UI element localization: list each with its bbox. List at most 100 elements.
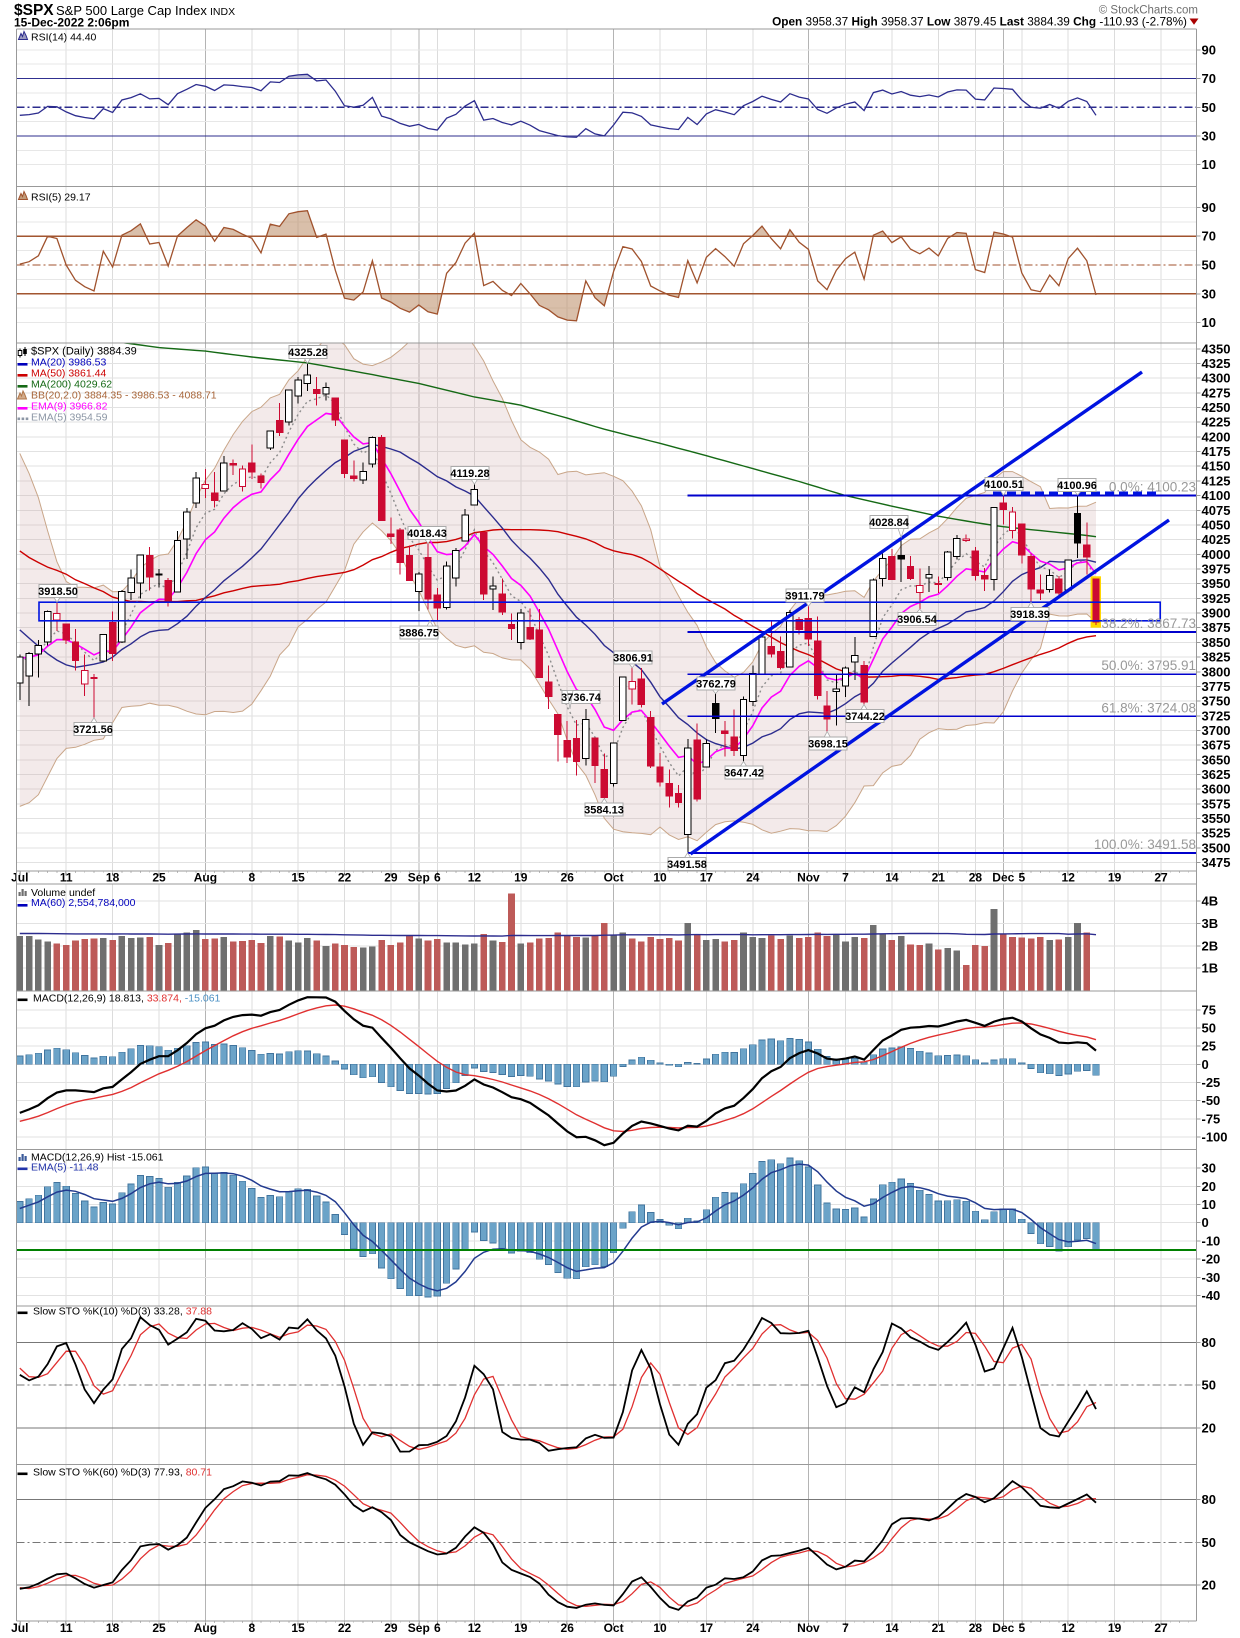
svg-text:3900: 3900 — [1202, 606, 1231, 621]
svg-text:50: 50 — [1202, 1535, 1216, 1550]
svg-text:© StockCharts.com: © StockCharts.com — [1099, 5, 1198, 17]
svg-text:Aug: Aug — [194, 871, 217, 885]
svg-text:4100.51: 4100.51 — [984, 479, 1024, 491]
svg-text:100.0%: 3491.58: 100.0%: 3491.58 — [1094, 837, 1196, 852]
svg-text:4225: 4225 — [1202, 415, 1231, 430]
svg-text:3950: 3950 — [1202, 576, 1231, 591]
svg-text:-10: -10 — [1202, 1233, 1221, 1248]
svg-text:-75: -75 — [1202, 1111, 1221, 1126]
svg-text:EMA(5) -11.48: EMA(5) -11.48 — [31, 1162, 99, 1174]
svg-text:4325.28: 4325.28 — [288, 347, 328, 359]
svg-text:38.2%: 3867.73: 38.2%: 3867.73 — [1101, 616, 1196, 631]
svg-text:12: 12 — [468, 871, 482, 885]
svg-text:Volume undef: Volume undef — [31, 887, 95, 899]
svg-text:BB(20,2.0) 3884.35 - 3986.53 -: BB(20,2.0) 3884.35 - 3986.53 - 4088.71 — [31, 390, 217, 402]
svg-text:50: 50 — [1202, 1378, 1216, 1393]
svg-text:30: 30 — [1202, 1161, 1216, 1176]
svg-text:4250: 4250 — [1202, 400, 1231, 415]
svg-text:80: 80 — [1202, 1335, 1216, 1350]
svg-text:Dec: Dec — [992, 1621, 1014, 1635]
svg-text:3762.79: 3762.79 — [696, 679, 736, 691]
svg-text:8: 8 — [248, 871, 255, 885]
svg-text:3475: 3475 — [1202, 855, 1231, 870]
svg-text:Dec: Dec — [992, 871, 1014, 885]
svg-text:22: 22 — [338, 1621, 352, 1635]
svg-text:3500: 3500 — [1202, 840, 1231, 855]
svg-text:15: 15 — [291, 1621, 305, 1635]
svg-text:15-Dec-2022 2:06pm: 15-Dec-2022 2:06pm — [14, 16, 129, 30]
svg-text:3B: 3B — [1202, 916, 1219, 931]
svg-text:3700: 3700 — [1202, 723, 1231, 738]
svg-text:4175: 4175 — [1202, 444, 1231, 459]
svg-text:3698.15: 3698.15 — [808, 739, 848, 751]
svg-text:0: 0 — [1202, 1215, 1209, 1230]
svg-text:30: 30 — [1202, 286, 1216, 301]
svg-text:Nov: Nov — [797, 871, 820, 885]
svg-text:-50: -50 — [1202, 1093, 1221, 1108]
svg-text:Oct: Oct — [604, 871, 624, 885]
svg-text:24: 24 — [746, 871, 760, 885]
svg-text:4300: 4300 — [1202, 371, 1231, 386]
svg-text:4119.28: 4119.28 — [450, 468, 489, 480]
svg-text:3736.74: 3736.74 — [561, 692, 602, 704]
svg-text:50.0%: 3795.91: 50.0%: 3795.91 — [1101, 658, 1196, 673]
svg-text:0: 0 — [1202, 1057, 1209, 1072]
svg-text:8: 8 — [248, 1621, 255, 1635]
svg-text:10: 10 — [653, 1621, 667, 1635]
svg-text:Oct: Oct — [604, 1621, 624, 1635]
svg-text:90: 90 — [1202, 200, 1216, 215]
svg-text:3825: 3825 — [1202, 650, 1231, 665]
svg-text:21: 21 — [932, 871, 946, 885]
svg-text:MACD(12,26,9) 18.813, 33.874,: MACD(12,26,9) 18.813, 33.874, -15.061 — [33, 993, 221, 1005]
svg-text:80: 80 — [1202, 1492, 1216, 1507]
svg-text:3525: 3525 — [1202, 826, 1231, 841]
svg-text:4025: 4025 — [1202, 532, 1231, 547]
svg-text:$SPX: $SPX — [14, 2, 54, 19]
svg-text:4075: 4075 — [1202, 503, 1231, 518]
svg-text:4275: 4275 — [1202, 385, 1231, 400]
svg-text:3584.13: 3584.13 — [584, 805, 624, 817]
svg-text:4100.96: 4100.96 — [1057, 480, 1097, 492]
svg-text:20: 20 — [1202, 1179, 1216, 1194]
svg-text:18: 18 — [106, 1621, 120, 1635]
svg-text:Jul: Jul — [11, 1621, 28, 1635]
svg-text:-40: -40 — [1202, 1288, 1221, 1303]
svg-text:3925: 3925 — [1202, 591, 1231, 606]
svg-text:27: 27 — [1154, 1621, 1168, 1635]
svg-text:61.8%: 3724.08: 61.8%: 3724.08 — [1101, 700, 1196, 715]
svg-text:6: 6 — [434, 1621, 441, 1635]
svg-text:3744.22: 3744.22 — [845, 711, 885, 723]
svg-text:70: 70 — [1202, 229, 1216, 244]
svg-text:14: 14 — [885, 1621, 899, 1635]
svg-text:17: 17 — [700, 1621, 714, 1635]
svg-text:21: 21 — [932, 1621, 946, 1635]
svg-text:3975: 3975 — [1202, 562, 1231, 577]
svg-text:15: 15 — [291, 871, 305, 885]
svg-text:3725: 3725 — [1202, 708, 1231, 723]
svg-text:29: 29 — [384, 871, 398, 885]
svg-text:4100: 4100 — [1202, 488, 1231, 503]
svg-text:70: 70 — [1202, 71, 1216, 86]
svg-text:3625: 3625 — [1202, 767, 1231, 782]
svg-text:4000: 4000 — [1202, 547, 1231, 562]
svg-text:4150: 4150 — [1202, 459, 1231, 474]
svg-text:3906.54: 3906.54 — [897, 614, 938, 626]
svg-text:25: 25 — [1202, 1039, 1216, 1054]
svg-text:3918.39: 3918.39 — [1010, 609, 1050, 621]
svg-text:3911.79: 3911.79 — [785, 591, 824, 603]
svg-text:17: 17 — [700, 871, 714, 885]
svg-text:EMA(5) 3954.59: EMA(5) 3954.59 — [31, 412, 108, 424]
svg-text:28: 28 — [969, 1621, 983, 1635]
svg-text:50: 50 — [1202, 1021, 1216, 1036]
svg-text:3806.91: 3806.91 — [613, 653, 653, 665]
svg-text:Slow STO %K(60) %D(3) 77.93, 8: Slow STO %K(60) %D(3) 77.93, 80.71 — [33, 1467, 212, 1479]
svg-text:3875: 3875 — [1202, 620, 1231, 635]
svg-text:4125: 4125 — [1202, 473, 1231, 488]
svg-text:12: 12 — [468, 1621, 482, 1635]
svg-text:3575: 3575 — [1202, 796, 1231, 811]
svg-text:-25: -25 — [1202, 1075, 1221, 1090]
svg-text:26: 26 — [561, 871, 575, 885]
svg-text:4018.43: 4018.43 — [407, 528, 447, 540]
svg-text:4028.84: 4028.84 — [869, 517, 910, 529]
svg-text:Jul: Jul — [11, 871, 28, 885]
